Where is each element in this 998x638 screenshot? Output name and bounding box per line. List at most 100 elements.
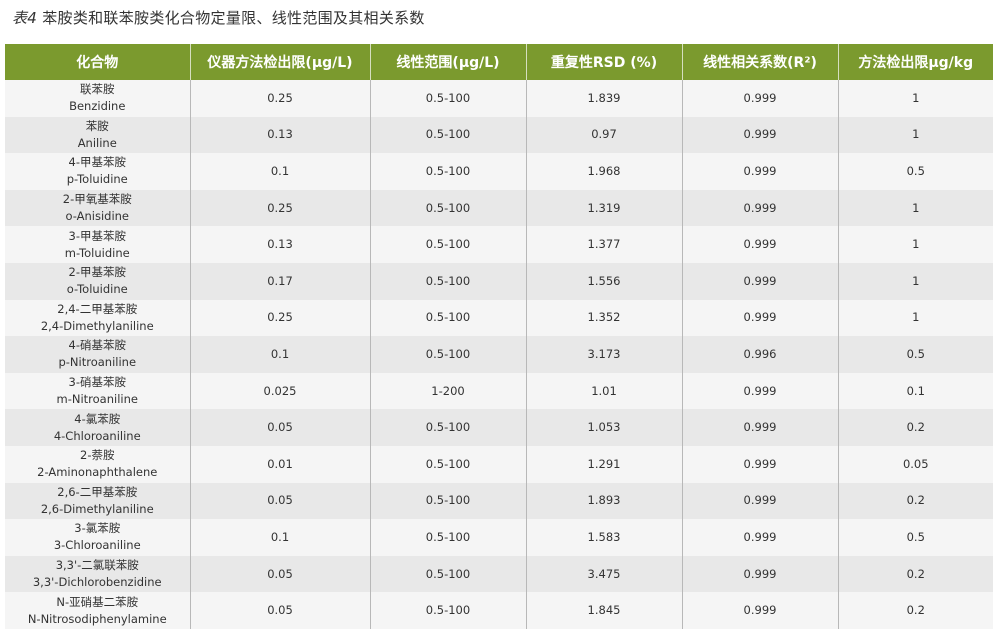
column-header: 线性相关系数(R²) <box>682 44 839 80</box>
r2-cell: 0.999 <box>682 80 839 117</box>
column-header: 重复性RSD (%) <box>526 44 683 80</box>
column-header: 化合物 <box>5 44 191 80</box>
compound-cell: 4-甲基苯胺 p-Toluidine <box>5 153 191 190</box>
caption-text: 苯胺类和联苯胺类化合物定量限、线性范围及其相关系数 <box>42 9 425 27</box>
table-row: 2-甲基苯胺 o-Toluidine 0.17 0.5-100 1.556 0.999 1 <box>5 262 993 300</box>
table-row: 3,3'-二氯联苯胺 3,3'-Dichlorobenzidine 0.05 0.5-… <box>5 555 993 593</box>
compound-cell: 联苯胺 Benzidine <box>5 80 191 117</box>
column-header: 线性范围(μg/L) <box>370 44 527 80</box>
lod-cell: 0.25 <box>190 299 371 337</box>
rsd-cell: 1.556 <box>526 262 683 300</box>
compound-cell: 苯胺 Aniline <box>5 116 191 154</box>
compound-cn: 4-硝基苯胺 <box>68 338 126 353</box>
compound-en: 2-Aminonaphthalene <box>37 465 158 480</box>
lod-cell: 0.13 <box>190 116 371 154</box>
lod-cell: 0.1 <box>190 336 371 373</box>
compound-en: N-Nitrosodiphenylamine <box>27 611 167 626</box>
compound-en: 2,4-Dimethylaniline <box>40 318 154 333</box>
mlod-cell: 1 <box>838 189 993 227</box>
table-row: 2,4-二甲基苯胺 2,4-Dimethylaniline 0.25 0.5-100 1… <box>5 299 993 337</box>
compound-en: 2,6-Dimethylaniline <box>40 501 154 516</box>
r2-cell: 0.996 <box>682 336 839 373</box>
table-row: 4-硝基苯胺 p-Nitroaniline 0.1 0.5-100 3.173 0.996… <box>5 336 993 373</box>
r2-cell: 0.999 <box>682 592 839 629</box>
table-row: 3-甲基苯胺 m-Toluidine 0.13 0.5-100 1.377 0.999 1 <box>5 226 993 263</box>
range-cell: 0.5-100 <box>370 409 527 446</box>
compound-cn: 3-甲基苯胺 <box>68 228 126 243</box>
lod-cell: 0.025 <box>190 372 371 410</box>
table-row: 2-甲氧基苯胺 o-Anisidine 0.25 0.5-100 1.319 0.999 1 <box>5 189 993 227</box>
lod-cell: 0.17 <box>190 262 371 300</box>
mlod-cell: 0.05 <box>838 445 993 483</box>
table-row: 联苯胺 Benzidine 0.25 0.5-100 1.839 0.999 1 <box>5 80 993 117</box>
compound-cell: 3-甲基苯胺 m-Toluidine <box>5 226 191 263</box>
compound-en: m-Toluidine <box>64 245 130 260</box>
lod-cell: 0.25 <box>190 80 371 117</box>
mlod-cell: 1 <box>838 116 993 154</box>
range-cell: 1-200 <box>370 372 527 410</box>
rsd-cell: 1.319 <box>526 189 683 227</box>
r2-cell: 0.999 <box>682 555 839 593</box>
range-cell: 0.5-100 <box>370 592 527 629</box>
r2-cell: 0.999 <box>682 445 839 483</box>
rsd-cell: 1.893 <box>526 482 683 520</box>
compound-cn: 4-甲基苯胺 <box>68 155 126 170</box>
range-cell: 0.5-100 <box>370 555 527 593</box>
mlod-cell: 0.1 <box>838 372 993 410</box>
table-row: 2-萘胺 2-Aminonaphthalene 0.01 0.5-100 1.291 0.… <box>5 445 993 483</box>
lod-cell: 0.01 <box>190 445 371 483</box>
range-cell: 0.5-100 <box>370 153 527 190</box>
range-cell: 0.5-100 <box>370 189 527 227</box>
compound-cn: 3,3'-二氯联苯胺 <box>55 558 139 573</box>
mlod-cell: 1 <box>838 80 993 117</box>
lod-cell: 0.1 <box>190 519 371 556</box>
table-row: 苯胺 Aniline 0.13 0.5-100 0.97 0.999 1 <box>5 116 993 154</box>
r2-cell: 0.999 <box>682 409 839 446</box>
column-header: 仪器方法检出限(μg/L) <box>190 44 371 80</box>
rsd-cell: 1.583 <box>526 519 683 556</box>
rsd-cell: 1.839 <box>526 80 683 117</box>
table-row: N-亚硝基二苯胺 N-Nitrosodiphenylamine 0.05 0.5-10… <box>5 592 993 629</box>
range-cell: 0.5-100 <box>370 262 527 300</box>
compound-cell: 2,6-二甲基苯胺 2,6-Dimethylaniline <box>5 482 191 520</box>
compound-cn: 2-甲基苯胺 <box>68 265 126 280</box>
table-caption: 表4 苯胺类和联苯胺类化合物定量限、线性范围及其相关系数 <box>12 7 425 28</box>
lod-cell: 0.05 <box>190 555 371 593</box>
compound-cell: 2,4-二甲基苯胺 2,4-Dimethylaniline <box>5 299 191 337</box>
compound-cn: 2-甲氧基苯胺 <box>62 192 132 207</box>
r2-cell: 0.999 <box>682 189 839 227</box>
compound-cell: 4-硝基苯胺 p-Nitroaniline <box>5 336 191 373</box>
range-cell: 0.5-100 <box>370 445 527 483</box>
mlod-cell: 0.2 <box>838 592 993 629</box>
r2-cell: 0.999 <box>682 482 839 520</box>
compound-en: Benzidine <box>69 99 126 114</box>
range-cell: 0.5-100 <box>370 519 527 556</box>
range-cell: 0.5-100 <box>370 226 527 263</box>
compound-cell: 2-甲氧基苯胺 o-Anisidine <box>5 189 191 227</box>
rsd-cell: 3.173 <box>526 336 683 373</box>
compound-cn: N-亚硝基二苯胺 <box>56 594 139 609</box>
mlod-cell: 1 <box>838 226 993 263</box>
r2-cell: 0.999 <box>682 262 839 300</box>
rsd-cell: 1.968 <box>526 153 683 190</box>
rsd-cell: 1.291 <box>526 445 683 483</box>
range-cell: 0.5-100 <box>370 116 527 154</box>
compound-en: 3-Chloroaniline <box>53 538 141 553</box>
compound-cn: 2,4-二甲基苯胺 <box>57 301 138 316</box>
mlod-cell: 0.2 <box>838 555 993 593</box>
compound-cn: 联苯胺 <box>80 82 115 97</box>
compound-cell: N-亚硝基二苯胺 N-Nitrosodiphenylamine <box>5 592 191 629</box>
table-row: 2,6-二甲基苯胺 2,6-Dimethylaniline 0.05 0.5-100 1… <box>5 482 993 520</box>
mlod-cell: 1 <box>838 262 993 300</box>
rsd-cell: 3.475 <box>526 555 683 593</box>
lod-cell: 0.13 <box>190 226 371 263</box>
header-row: 化合物 仪器方法检出限(μg/L) 线性范围(μg/L) 重复性RSD (%) … <box>5 44 993 80</box>
caption-number: 表4 <box>12 9 38 27</box>
lod-cell: 0.05 <box>190 409 371 446</box>
rsd-cell: 1.352 <box>526 299 683 337</box>
table-row: 4-甲基苯胺 p-Toluidine 0.1 0.5-100 1.968 0.999 0.5 <box>5 153 993 190</box>
r2-cell: 0.999 <box>682 372 839 410</box>
compound-cn: 3-氯苯胺 <box>74 521 121 536</box>
mlod-cell: 0.5 <box>838 336 993 373</box>
compound-en: 3,3'-Dichlorobenzidine <box>32 575 162 590</box>
